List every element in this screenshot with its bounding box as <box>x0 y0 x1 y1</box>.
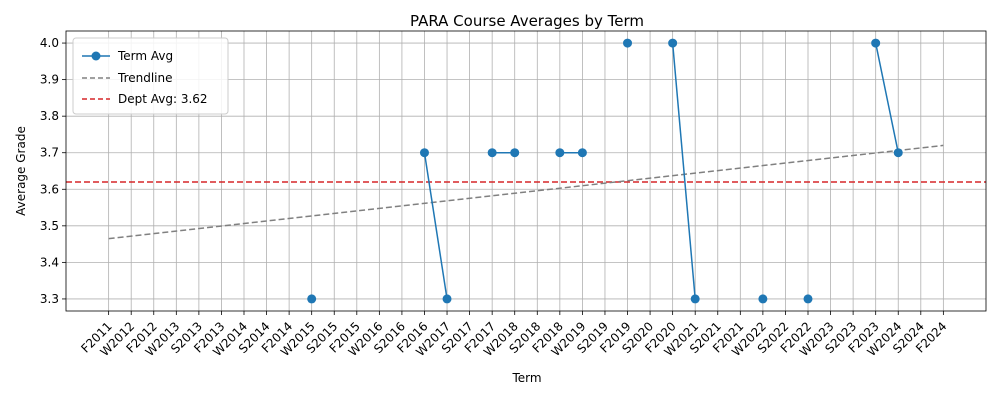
y-tick-label: 3.4 <box>40 255 59 269</box>
legend-marker-term-avg <box>91 51 101 61</box>
plot-frame <box>65 30 987 312</box>
term-avg-point-f2023 <box>871 38 881 48</box>
term-avg-point-f2022 <box>803 294 813 304</box>
y-tick-label: 3.3 <box>40 292 59 306</box>
term-avg-point-f2016 <box>419 148 429 158</box>
term-avg-point-w2017 <box>442 294 452 304</box>
y-tick-label: 3.6 <box>40 182 59 196</box>
y-tick-label: 3.8 <box>40 109 59 123</box>
y-axis-ticks: 3.3 3.4 3.5 3.6 3.7 3.8 3.9 4.0 <box>40 36 66 306</box>
y-tick-label: 3.7 <box>40 146 59 160</box>
legend-label-term-avg: Term Avg <box>117 49 173 63</box>
term-avg-point-w2022 <box>758 294 768 304</box>
y-tick-label: 4.0 <box>40 36 59 50</box>
term-avg-point-f2020 <box>668 38 678 48</box>
legend: Term Avg Trendline Dept Avg: 3.62 <box>72 37 229 115</box>
term-avg-segment <box>423 152 448 300</box>
trendline <box>108 144 944 240</box>
term-avg-point-w2015 <box>307 294 317 304</box>
chart-title: PARA Course Averages by Term <box>410 12 644 30</box>
term-avg-point-f2018 <box>555 148 565 158</box>
term-avg-point-f2019 <box>623 38 633 48</box>
series-layer <box>307 38 903 304</box>
y-tick-label: 3.9 <box>40 73 59 87</box>
term-avg-segment <box>671 42 696 300</box>
legend-label-trendline: Trendline <box>117 71 173 85</box>
y-axis-label: Average Grade <box>14 126 28 216</box>
trendline-layer <box>108 144 944 240</box>
x-axis-label: Term <box>511 371 541 385</box>
term-avg-point-f2017 <box>487 148 497 158</box>
term-avg-point-w2019 <box>577 148 587 158</box>
term-avg-segment <box>874 42 899 153</box>
term-avg-point-w2018 <box>510 148 520 158</box>
legend-label-dept-avg: Dept Avg: 3.62 <box>118 92 208 106</box>
y-tick-label: 3.5 <box>40 219 59 233</box>
legend-box <box>72 37 229 115</box>
term-avg-point-w2021 <box>690 294 700 304</box>
term-avg-point-w2024 <box>893 148 903 158</box>
